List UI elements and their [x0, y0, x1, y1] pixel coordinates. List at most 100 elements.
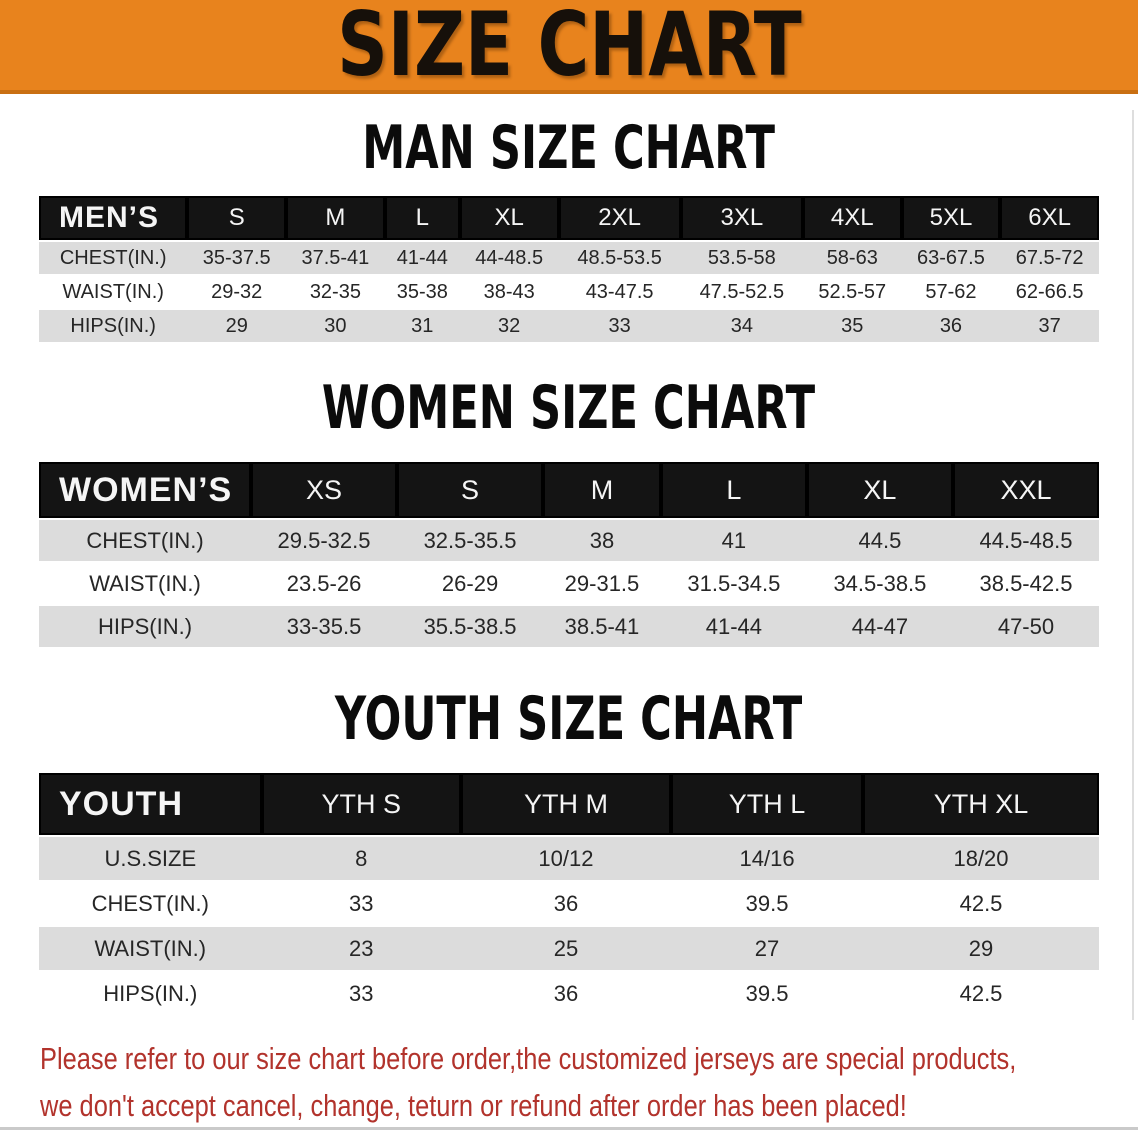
- size-chart-banner: SIZE CHART: [0, 0, 1138, 94]
- size-column-header: S: [397, 462, 544, 518]
- measurement-value: 39.5: [671, 882, 864, 925]
- measurement-value: 33: [261, 972, 461, 1015]
- youth-group-label: YOUTH: [39, 773, 262, 835]
- measurement-value: 47-50: [952, 606, 1099, 647]
- banner-title: SIZE CHART: [336, 0, 802, 96]
- measurement-value: 33: [261, 882, 461, 925]
- measurement-value: 63-67.5: [901, 242, 1001, 274]
- measurement-value: 47.5-52.5: [680, 276, 803, 308]
- measurement-value: 10/12: [460, 837, 672, 880]
- measurement-value: 23: [261, 927, 461, 970]
- men-table-body: CHEST(IN.) 35-37.5 37.5-41 41-44 44-48.5 48.5…: [39, 242, 1099, 342]
- size-column-header: S: [187, 196, 287, 240]
- measurement-value: 67.5-72: [1000, 242, 1099, 274]
- men-group-label: MEN’S: [39, 196, 188, 240]
- measurement-label: CHEST(IN.): [39, 242, 188, 274]
- measurement-row: U.S.SIZE 8 10/12 14/16 18/20: [39, 837, 1099, 880]
- disclaimer-line-2: we don't accept cancel, change, teturn o…: [40, 1088, 907, 1123]
- measurement-row: CHEST(IN.) 35-37.5 37.5-41 41-44 44-48.5 48.5…: [39, 242, 1099, 274]
- measurement-value: 34: [680, 310, 803, 342]
- size-column-header: 4XL: [802, 196, 902, 240]
- measurement-value: 38.5-42.5: [952, 563, 1099, 604]
- measurement-row: HIPS(IN.) 33 36 39.5 42.5: [39, 972, 1099, 1015]
- measurement-value: 37.5-41: [286, 242, 385, 274]
- measurement-value: 26-29: [397, 563, 544, 604]
- measurement-row: WAIST(IN.) 23 25 27 29: [39, 927, 1099, 970]
- size-column-header: YTH M: [460, 773, 672, 835]
- men-section-title: MAN SIZE CHART: [362, 113, 776, 183]
- measurement-row: CHEST(IN.) 33 36 39.5 42.5: [39, 882, 1099, 925]
- measurement-value: 35-37.5: [187, 242, 287, 274]
- measurement-value: 32.5-35.5: [397, 520, 544, 561]
- size-column-header: L: [384, 196, 460, 240]
- measurement-value: 44-48.5: [459, 242, 559, 274]
- measurement-value: 14/16: [671, 837, 864, 880]
- measurement-value: 37: [1000, 310, 1099, 342]
- men-table-head: MEN’S S M L XL 2XL 3XL 4XL 5XL 6XL: [39, 196, 1099, 240]
- size-column-header: YTH L: [671, 773, 864, 835]
- measurement-row: WAIST(IN.) 23.5-26 26-29 29-31.5 31.5-34.5 34…: [39, 563, 1099, 604]
- youth-table-body: U.S.SIZE 8 10/12 14/16 18/20 CHEST(IN.) 33 36 39…: [39, 837, 1099, 1015]
- photo-right-edge: [1132, 110, 1134, 1020]
- measurement-value: 29: [187, 310, 287, 342]
- measurement-value: 34.5-38.5: [806, 563, 953, 604]
- measurement-value: 31.5-34.5: [660, 563, 807, 604]
- youth-section-title: YOUTH SIZE CHART: [335, 684, 803, 754]
- size-column-header: YTH S: [261, 773, 461, 835]
- measurement-label: HIPS(IN.): [39, 606, 251, 647]
- measurement-value: 33-35.5: [251, 606, 398, 647]
- measurement-value: 36: [901, 310, 1001, 342]
- measurement-value: 44-47: [806, 606, 953, 647]
- measurement-row: HIPS(IN.) 29 30 31 32 33 34 35 36 37: [39, 310, 1099, 342]
- measurement-value: 44.5: [806, 520, 953, 561]
- measurement-value: 41-44: [660, 606, 807, 647]
- women-group-label: WOMEN’S: [39, 462, 251, 518]
- size-column-header: 3XL: [680, 196, 803, 240]
- measurement-value: 29: [863, 927, 1099, 970]
- measurement-value: 35-38: [384, 276, 460, 308]
- men-size-chart-section: MAN SIZE CHART MEN’S S M L XL 2XL 3XL 4XL 5XL 6XL C…: [0, 118, 1138, 344]
- photo-bottom-edge: [0, 1127, 1138, 1130]
- women-section-heading: WOMEN SIZE CHART: [0, 378, 1138, 438]
- measurement-value: 38.5-41: [543, 606, 661, 647]
- size-column-header: M: [543, 462, 661, 518]
- women-section-title: WOMEN SIZE CHART: [322, 373, 816, 443]
- women-size-chart-section: WOMEN SIZE CHART WOMEN’S XS S M L XL XXL CHEST(I…: [0, 378, 1138, 649]
- youth-header-row: YOUTH YTH S YTH M YTH L YTH XL: [39, 773, 1099, 835]
- measurement-value: 36: [460, 972, 672, 1015]
- measurement-label: WAIST(IN.): [39, 927, 262, 970]
- measurement-label: U.S.SIZE: [39, 837, 262, 880]
- measurement-row: WAIST(IN.) 29-32 32-35 35-38 38-43 43-47.5 47.…: [39, 276, 1099, 308]
- men-header-row: MEN’S S M L XL 2XL 3XL 4XL 5XL 6XL: [39, 196, 1099, 240]
- measurement-value: 25: [460, 927, 672, 970]
- women-header-row: WOMEN’S XS S M L XL XXL: [39, 462, 1099, 518]
- measurement-value: 29.5-32.5: [251, 520, 398, 561]
- women-table-body: CHEST(IN.) 29.5-32.5 32.5-35.5 38 41 44.5 44.5…: [39, 520, 1099, 647]
- measurement-value: 35: [802, 310, 902, 342]
- measurement-label: CHEST(IN.): [39, 520, 251, 561]
- measurement-value: 58-63: [802, 242, 902, 274]
- measurement-value: 32: [459, 310, 559, 342]
- youth-table-head: YOUTH YTH S YTH M YTH L YTH XL: [39, 773, 1099, 835]
- measurement-value: 44.5-48.5: [952, 520, 1099, 561]
- measurement-value: 43-47.5: [558, 276, 681, 308]
- measurement-value: 35.5-38.5: [397, 606, 544, 647]
- size-column-header: YTH XL: [863, 773, 1099, 835]
- measurement-label: WAIST(IN.): [39, 563, 251, 604]
- measurement-value: 41: [660, 520, 807, 561]
- measurement-value: 41-44: [384, 242, 460, 274]
- measurement-value: 8: [261, 837, 461, 880]
- size-column-header: 6XL: [1000, 196, 1099, 240]
- youth-section-heading: YOUTH SIZE CHART: [0, 689, 1138, 749]
- women-table-head: WOMEN’S XS S M L XL XXL: [39, 462, 1099, 518]
- youth-size-chart-section: YOUTH SIZE CHART YOUTH YTH S YTH M YTH L YTH …: [0, 689, 1138, 1017]
- size-column-header: 5XL: [901, 196, 1001, 240]
- youth-size-table: YOUTH YTH S YTH M YTH L YTH XL U.S.SIZE 8 10/12…: [39, 771, 1099, 1017]
- measurement-value: 29-32: [187, 276, 287, 308]
- measurement-value: 42.5: [863, 972, 1099, 1015]
- measurement-label: HIPS(IN.): [39, 972, 262, 1015]
- measurement-value: 42.5: [863, 882, 1099, 925]
- measurement-row: HIPS(IN.) 33-35.5 35.5-38.5 38.5-41 41-44 44-…: [39, 606, 1099, 647]
- men-section-heading: MAN SIZE CHART: [0, 118, 1138, 178]
- disclaimer-line-1: Please refer to our size chart before or…: [40, 1041, 1017, 1076]
